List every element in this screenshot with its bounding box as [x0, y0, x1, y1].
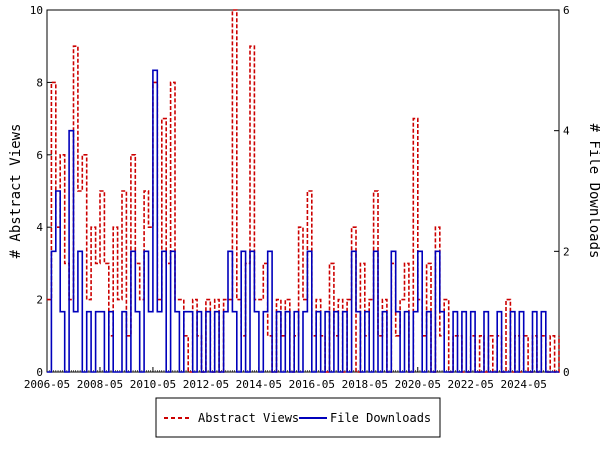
left-tick-label-4: 8: [36, 76, 43, 89]
x-tick-label-1: 2008-05: [77, 378, 123, 391]
x-axis: 2006-05 2008-05 2010-05 2012-05 2014-05 2016-…: [24, 367, 547, 391]
x-tick-label-3: 2012-05: [183, 378, 229, 391]
right-tick-label-2: 4: [563, 125, 570, 138]
x-tick-label-4: 2014-05: [236, 378, 282, 391]
legend: Abstract Views File Downloads: [155, 397, 441, 438]
series-layer: [47, 9, 560, 373]
series-line-file-downloads: [47, 69, 559, 373]
right-tick-label-1: 2: [563, 245, 570, 258]
legend-label-abstract-views: Abstract Views: [198, 411, 299, 425]
x-tick-label-0: 2006-05: [24, 378, 70, 391]
right-tick-label-0: 0: [563, 366, 570, 379]
legend-box: [155, 397, 441, 438]
right-tick-label-3: 6: [563, 4, 570, 17]
left-tick-label-0: 0: [36, 366, 43, 379]
x-tick-label-7: 2020-05: [395, 378, 441, 391]
right-axis: 0 2 4 6: [554, 4, 570, 379]
left-axis: 0 2 4 6 8 10: [30, 4, 52, 379]
left-tick-label-5: 10: [30, 4, 43, 17]
legend-label-file-downloads: File Downloads: [330, 411, 431, 425]
left-tick-label-1: 2: [36, 294, 43, 307]
x-tick-label-2: 2010-05: [130, 378, 176, 391]
left-axis-title: # Abstract Views: [8, 124, 24, 259]
x-tick-label-5: 2016-05: [289, 378, 335, 391]
x-tick-label-6: 2018-05: [342, 378, 388, 391]
left-tick-label-2: 4: [36, 221, 43, 234]
x-tick-label-9: 2024-05: [501, 378, 547, 391]
right-axis-title: # File Downloads: [586, 124, 600, 259]
x-tick-label-8: 2022-05: [448, 378, 494, 391]
left-tick-label-3: 6: [36, 149, 43, 162]
